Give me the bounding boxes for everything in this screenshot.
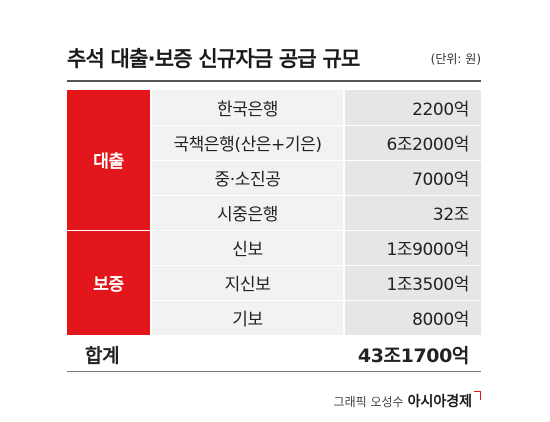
top-divider [67, 80, 481, 82]
row-value: 2200억 [344, 90, 481, 126]
table-row: 국책은행(산은+기은) 6조2000억 [67, 125, 481, 161]
table-row: 기보 8000억 [67, 300, 481, 336]
row-item: 국책은행(산은+기은) [150, 125, 345, 161]
total-label: 합계 [67, 335, 344, 374]
row-value: 8000억 [344, 300, 481, 336]
bottom-divider [67, 371, 481, 372]
supply-table: 대출 한국은행 2200억 국책은행(산은+기은) 6조2000억 중·소진공 … [67, 90, 481, 374]
row-value: 6조2000억 [344, 125, 481, 161]
row-item: 시중은행 [150, 195, 345, 231]
row-item: 한국은행 [150, 90, 345, 126]
total-value: 43조1700억 [344, 335, 481, 374]
table-row: 대출 한국은행 2200억 [67, 90, 481, 231]
credit-line: 그래픽 오성수 아시아경제 [334, 391, 481, 411]
row-item: 신보 [150, 230, 345, 266]
credit-text: 그래픽 오성수 [333, 395, 404, 409]
row-item: 중·소진공 [150, 160, 345, 196]
header: 추석 대출·보증 신규자금 공급 규모 (단위: 원) [67, 40, 481, 74]
group-label-loan: 대출 [67, 90, 151, 231]
table-row: 보증 신보 1조9000억 [67, 230, 481, 336]
row-item: 기보 [150, 300, 345, 336]
row-value: 1조9000억 [344, 230, 481, 266]
row-item: 지신보 [150, 265, 345, 301]
table-row: 지신보 1조3500억 [67, 265, 481, 301]
brand-mark-icon [474, 391, 481, 400]
row-value: 32조 [344, 195, 481, 231]
group-label-guarantee: 보증 [67, 230, 151, 336]
total-row: 합계 43조1700억 [67, 335, 481, 374]
brand-logo-text: 아시아경제 [407, 394, 472, 410]
row-value: 1조3500억 [344, 265, 481, 301]
table-row: 중·소진공 7000억 [67, 160, 481, 196]
table-row: 시중은행 32조 [67, 195, 481, 231]
unit-label: (단위: 원) [430, 52, 481, 66]
row-value: 7000억 [344, 160, 481, 196]
page-title: 추석 대출·보증 신규자금 공급 규모 [67, 47, 360, 71]
